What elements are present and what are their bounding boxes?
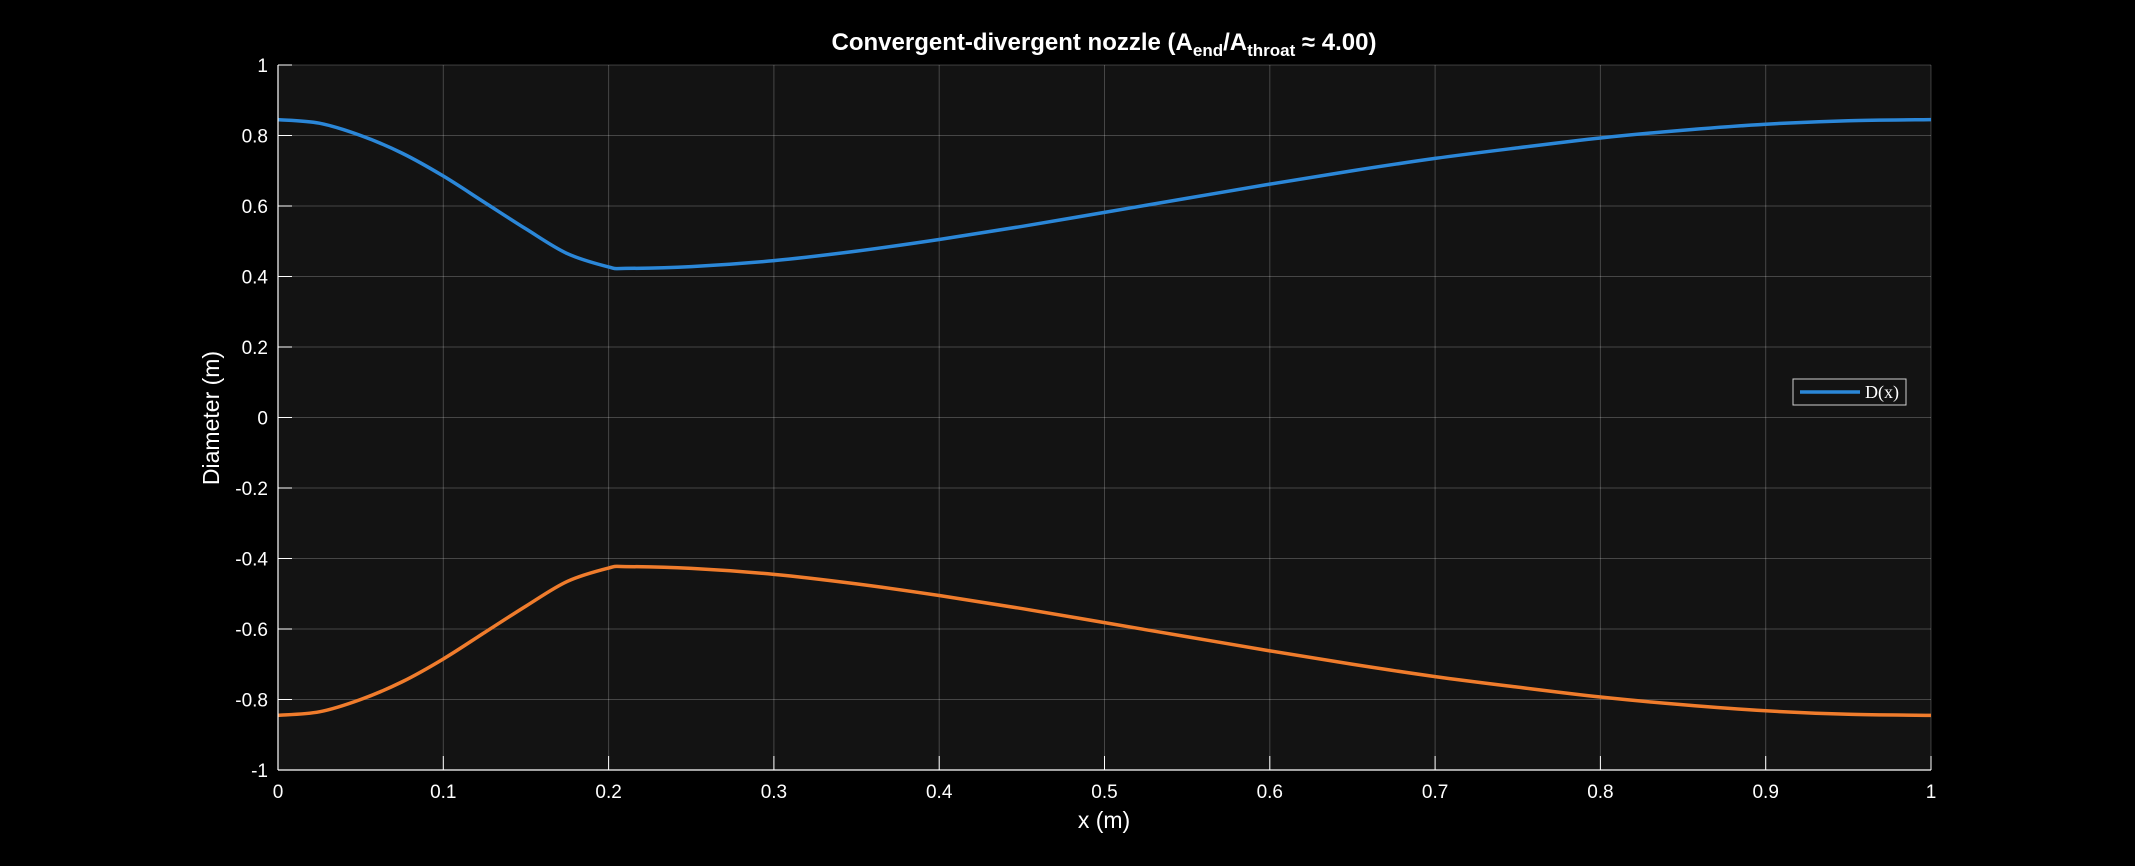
y-tick-label: 0.4 — [242, 268, 269, 289]
axes — [277, 64, 1932, 771]
y-tick-label: 1 — [257, 56, 268, 77]
title-mid: /A — [1223, 29, 1247, 56]
y-tick-label: -0.2 — [235, 479, 268, 500]
legend-entry-d: D(x) — [1865, 382, 1899, 403]
y-axis-label: Diameter (m) — [198, 351, 224, 485]
title-subscript-end: end — [1193, 41, 1223, 60]
series-line-lower — [277, 564, 1932, 718]
chart-title: Convergent-divergent nozzle (Aend/Athroa… — [832, 29, 1377, 60]
legend: D(x) — [1792, 378, 1907, 406]
y-tick-label: -0.4 — [235, 550, 268, 571]
y-tick-label: 0.6 — [242, 197, 268, 218]
y-tick-label: 0.2 — [242, 338, 268, 359]
plot-area — [278, 65, 1931, 770]
x-tick-label: 1 — [1926, 782, 1937, 803]
title-subscript-throat: throat — [1247, 41, 1296, 60]
title-main: Convergent-divergent nozzle (A — [832, 29, 1193, 56]
x-tick-label: 0.7 — [1422, 782, 1448, 803]
y-tick-label: -1 — [251, 761, 268, 782]
x-tick-label: 0.8 — [1587, 782, 1613, 803]
x-tick-label: 0 — [273, 782, 284, 803]
title-tail: ≈ 4.00) — [1295, 29, 1376, 56]
y-tick-label: -0.8 — [235, 691, 268, 712]
y-tick-label: 0.8 — [242, 127, 268, 148]
y-tick-labels: 1 0.8 0.6 0.4 0.2 0 -0.2 -0.4 -0.6 -0.8 -1 — [235, 56, 268, 782]
x-axis-label: x (m) — [1078, 807, 1130, 833]
x-tick-label: 0.9 — [1752, 782, 1778, 803]
data-series — [277, 117, 1932, 718]
x-tick-label: 0.1 — [430, 782, 456, 803]
x-tick-label: 0.5 — [1091, 782, 1117, 803]
y-tick-label: 0 — [257, 409, 268, 430]
x-tick-label: 0.2 — [595, 782, 621, 803]
x-tick-label: 0.6 — [1257, 782, 1283, 803]
x-tick-labels: 0 0.1 0.2 0.3 0.4 0.5 0.6 0.7 0.8 0.9 1 — [273, 782, 1937, 803]
y-tick-label: -0.6 — [235, 620, 268, 641]
x-tick-label: 0.4 — [926, 782, 953, 803]
x-tick-label: 0.3 — [761, 782, 787, 803]
series-line-upper — [277, 117, 1932, 271]
